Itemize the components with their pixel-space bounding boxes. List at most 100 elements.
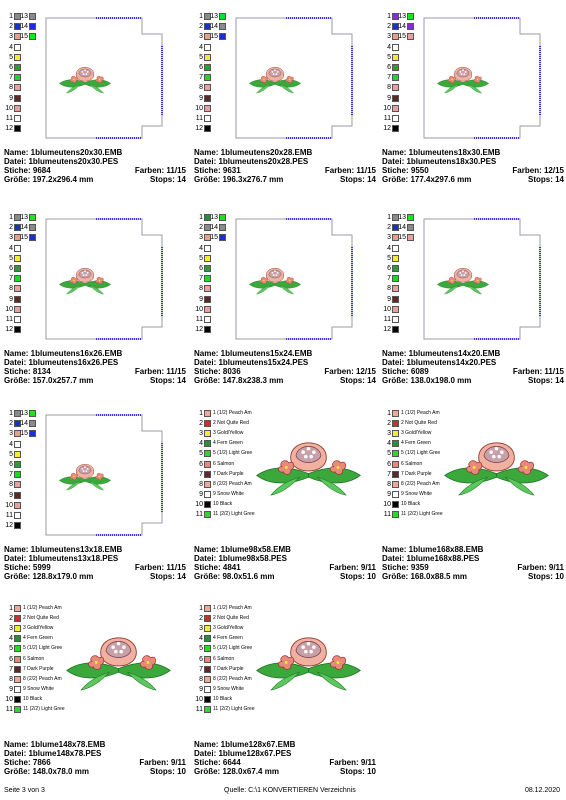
design-card[interactable]: 1 1 (1/2) Peach Am 2 2 Not Quite Red 3 3 Gold…	[382, 409, 564, 599]
thread-number: 6	[199, 655, 203, 663]
thread-number: 4	[9, 440, 13, 448]
thread-number: 1	[199, 13, 203, 20]
color-swatch	[14, 305, 21, 313]
design-card[interactable]: 1 2 3 4 5 6 7 8 9 10 11 12 13 14 15 Name: 1blumeutens20…	[4, 12, 186, 202]
thread-color-name: 5 (1/2) Light Gree	[213, 450, 253, 457]
design-file-value: Datei: 1blumeutens15x24.PES	[194, 358, 309, 367]
color-swatch	[407, 224, 414, 232]
color-swatch	[204, 214, 211, 221]
thread-number: 14	[210, 23, 218, 31]
color-swatch	[14, 481, 21, 489]
design-size: Größe: 157.0x257.7 mm Stops: 14	[4, 376, 186, 385]
thread-number: 3	[199, 625, 203, 633]
color-swatch	[204, 675, 211, 683]
thread-number: 4	[9, 43, 13, 51]
thread-number: 8	[199, 480, 203, 488]
design-card[interactable]: 1 1 (1/2) Peach Am 2 2 Not Quite Red 3 3 Gold…	[194, 409, 376, 599]
design-stops: Stops: 10	[149, 767, 186, 776]
color-swatch	[204, 125, 211, 133]
thread-color-name: 5 (1/2) Light Gree	[213, 645, 253, 652]
design-stitches-value: Stiche: 9631	[194, 166, 241, 175]
thread-number: 15	[398, 234, 406, 242]
color-swatch	[392, 244, 399, 252]
thread-number: 13	[20, 13, 28, 20]
thread-number: 9	[387, 94, 391, 102]
thread-number: 1	[387, 410, 391, 417]
color-swatch	[14, 706, 21, 713]
design-stitches-value: Stiche: 9550	[382, 166, 429, 175]
thread-number: 5	[9, 450, 13, 458]
design-stitches: Stiche: 6644 Farben: 9/11	[194, 758, 376, 767]
design-info: Name: 1blumeutens18x30.EMB Datei: 1blumeu…	[382, 148, 564, 184]
thread-number: 3	[9, 625, 13, 633]
design-name-value: Name: 1blumeutens16x26.EMB	[4, 349, 123, 358]
design-stitches: Stiche: 8134 Farben: 11/15	[4, 367, 186, 376]
thread-number: 2	[199, 420, 203, 428]
thread-number: 9	[9, 685, 13, 693]
thread-number: 1	[387, 13, 391, 20]
thread-color-name: 1 (1/2) Peach Am	[213, 605, 252, 611]
color-swatch	[204, 490, 211, 498]
thread-color-name: 1 (1/2) Peach Am	[23, 605, 62, 611]
design-card[interactable]: 1 2 3 4 5 6 7 8 9 10 11 12 13 14 15 Name: 1blumeutens13…	[4, 409, 186, 599]
color-swatch	[392, 104, 399, 112]
thread-number: 1	[9, 605, 13, 612]
page-indicator: Seite 3 von 3	[4, 787, 45, 794]
design-stitches-value: Stiche: 9359	[382, 563, 429, 572]
color-swatch	[204, 94, 211, 102]
color-swatch	[392, 490, 399, 498]
color-swatch	[204, 316, 211, 323]
design-card[interactable]: 1 2 3 4 5 6 7 8 9 10 11 12 13 14 15 Name: 1blumeutens20…	[194, 12, 376, 202]
thread-color-name: 9 Snow White	[23, 685, 54, 692]
thread-number: 11	[195, 706, 203, 713]
design-preview	[434, 429, 559, 509]
thread-number: 1	[199, 214, 203, 221]
design-card[interactable]: 1 1 (1/2) Peach Am 2 2 Not Quite Red 3 3 Gold…	[4, 604, 186, 794]
color-swatch	[392, 420, 399, 428]
color-swatch	[392, 305, 399, 313]
design-card[interactable]: 1 1 (1/2) Peach Am 2 2 Not Quite Red 3 3 Gold…	[194, 604, 376, 794]
thread-number: 4	[199, 635, 203, 643]
design-stitches: Stiche: 4841 Farben: 9/11	[194, 563, 376, 572]
thread-number: 3	[387, 430, 391, 438]
color-swatch	[14, 214, 21, 221]
design-stops: Stops: 14	[149, 572, 186, 581]
design-card[interactable]: 1 2 3 4 5 6 7 8 9 10 11 12 13 14 15 Name: 1blumeutens16…	[4, 213, 186, 403]
thread-color-name: 3 Gold/Yellow	[213, 430, 244, 437]
color-swatch	[204, 115, 211, 122]
design-size: Größe: 197.2x296.4 mm Stops: 14	[4, 175, 186, 184]
thread-number: 2	[9, 23, 13, 31]
color-swatch	[392, 295, 399, 303]
thread-number: 6	[387, 64, 391, 71]
color-swatch	[14, 685, 21, 693]
design-card[interactable]: 1 2 3 4 5 6 7 8 9 10 11 12 13 14 15 Name: 1blumeutens18…	[382, 12, 564, 202]
thread-color-name: 7 Dark Purple	[401, 470, 432, 477]
design-card[interactable]: 1 2 3 4 5 6 7 8 9 10 11 12 13 14 15 Name: 1blumeutens15…	[194, 213, 376, 403]
color-swatch	[219, 234, 226, 242]
color-swatch	[14, 615, 21, 623]
thread-number: 9	[9, 94, 13, 102]
thread-number: 3	[199, 234, 203, 242]
thread-color-name: 7 Dark Purple	[23, 665, 54, 672]
design-preview	[44, 217, 174, 347]
thread-color-name: 1 (1/2) Peach Am	[401, 410, 440, 416]
color-swatch	[14, 295, 21, 303]
color-swatch	[204, 104, 211, 112]
design-size-value: Größe: 138.0x198.0 mm	[382, 376, 472, 385]
color-swatch	[29, 13, 36, 20]
color-swatch	[407, 234, 414, 242]
hoop-outline	[235, 218, 353, 340]
color-swatch	[204, 265, 211, 272]
color-swatch	[204, 460, 211, 468]
design-file: Datei: 1blume98x58.PES	[194, 554, 376, 563]
design-card[interactable]: 1 2 3 4 5 6 7 8 9 10 11 12 13 14 15 Name: 1blumeutens14…	[382, 213, 564, 403]
color-swatch	[14, 461, 21, 468]
thread-color-name: 2 Not Quite Red	[23, 615, 59, 622]
color-swatch	[204, 33, 211, 41]
color-swatch	[29, 224, 36, 232]
thread-number: 6	[9, 265, 13, 272]
thread-number: 12	[5, 125, 13, 133]
design-size-value: Größe: 128.0x67.4 mm	[194, 767, 279, 776]
flower-motif	[444, 442, 549, 496]
flower-motif	[66, 637, 171, 691]
